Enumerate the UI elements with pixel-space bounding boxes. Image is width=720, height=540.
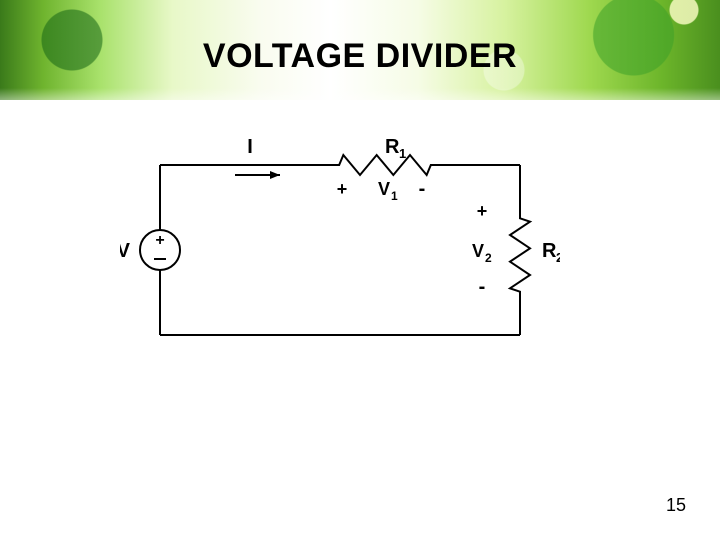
svg-text:2: 2 — [556, 250, 560, 265]
svg-text:I: I — [247, 136, 253, 158]
page-title: VOLTAGE DIVIDER — [0, 37, 720, 76]
svg-text:1: 1 — [391, 189, 398, 203]
svg-text:1: 1 — [399, 146, 406, 161]
svg-text:R: R — [385, 136, 400, 158]
svg-text:+: + — [155, 232, 164, 249]
svg-text:+: + — [477, 201, 488, 221]
svg-text:R: R — [542, 240, 557, 262]
svg-text:V: V — [120, 240, 131, 262]
page-number: 15 — [666, 495, 686, 516]
svg-text:2: 2 — [485, 251, 492, 265]
svg-text:V: V — [378, 179, 390, 199]
svg-text:+: + — [337, 179, 348, 199]
voltage-divider-circuit: +VIR1+V1-R2+V2- — [120, 135, 560, 365]
svg-text:-: - — [479, 276, 486, 298]
svg-text:V: V — [472, 241, 484, 261]
circuit-svg: +VIR1+V1-R2+V2- — [120, 135, 560, 365]
svg-text:-: - — [419, 178, 426, 200]
